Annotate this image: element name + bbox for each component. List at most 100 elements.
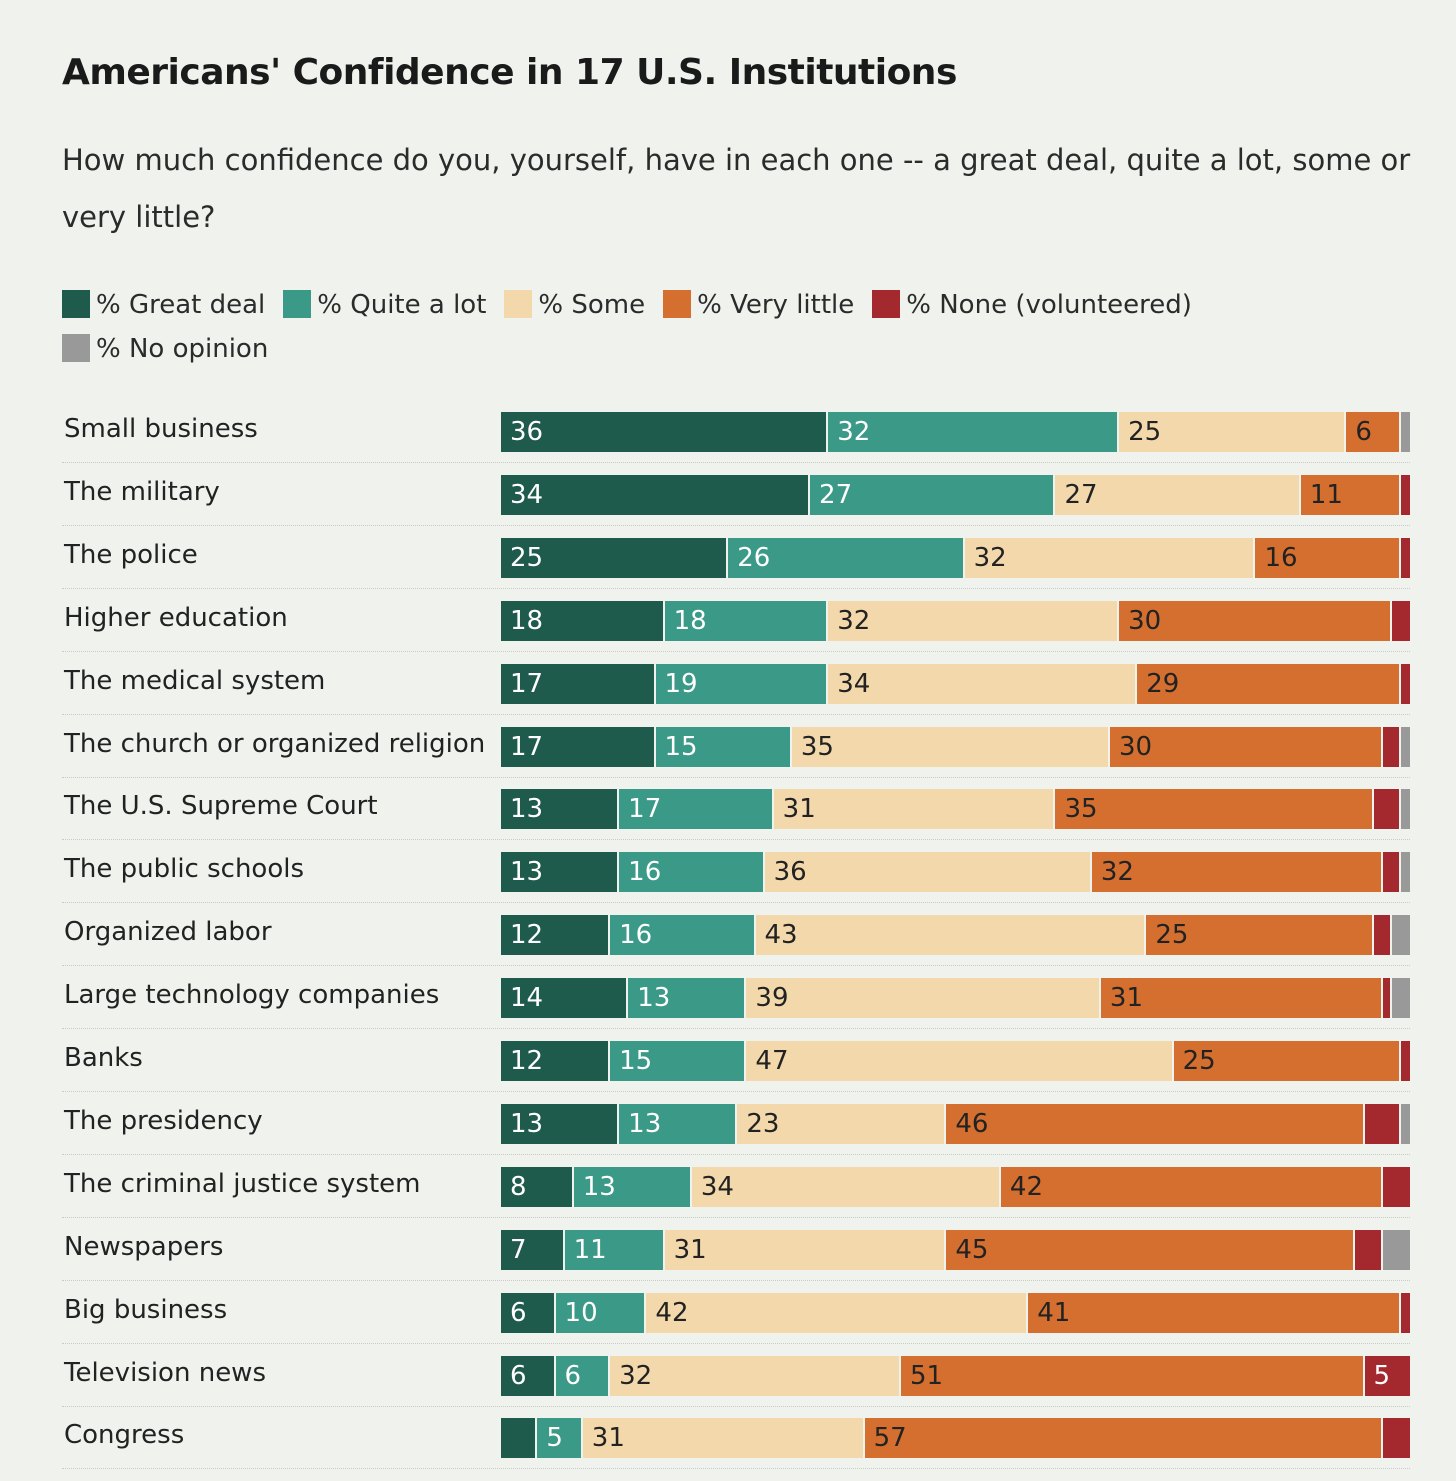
bar-segment: 25 — [501, 537, 729, 578]
value-label: 13 — [510, 794, 544, 825]
value-label: 18 — [510, 605, 544, 636]
category-label: Banks — [64, 1043, 143, 1073]
value-label: 5 — [546, 1423, 563, 1454]
bar-segment: 47 — [746, 1041, 1174, 1081]
bar-segment: 15 — [610, 1041, 747, 1081]
category-label: Organized labor — [64, 917, 272, 948]
value-label: 32 — [837, 605, 871, 636]
value-label: 32 — [837, 417, 871, 447]
bar-segment: 51 — [900, 1355, 1365, 1396]
bar-row: Small business 36 32 25 6 — [62, 400, 1410, 463]
stacked-bar: 7 11 31 45 — [501, 1229, 1410, 1270]
bar-segment — [1391, 978, 1410, 1019]
bar-segment: 46 — [946, 1103, 1365, 1144]
bar-segment — [501, 1418, 538, 1459]
legend-swatch — [62, 334, 90, 362]
bar-segment: 10 — [555, 1292, 647, 1333]
value-label: 34 — [837, 668, 871, 699]
value-label: 19 — [664, 668, 698, 699]
value-label: 25 — [1155, 920, 1189, 951]
value-label: 30 — [1119, 731, 1153, 762]
category-label: Newspapers — [64, 1231, 224, 1262]
bar-segment: 32 — [964, 537, 1256, 578]
stacked-bar: 17 19 34 29 — [501, 663, 1410, 704]
bar-segment — [1382, 726, 1401, 767]
bar-row: The presidency 13 13 23 46 — [62, 1092, 1410, 1155]
bar-segment: 32 — [828, 600, 1120, 641]
category-label: The military — [64, 476, 220, 507]
bar-segment — [1382, 852, 1401, 893]
bar-segment — [1400, 663, 1410, 704]
value-label: 31 — [782, 794, 816, 825]
legend-label: % Great deal — [96, 290, 266, 320]
bar-segment — [1391, 600, 1410, 641]
legend-label: % Quite a lot — [317, 290, 487, 320]
value-label: 27 — [1064, 479, 1098, 510]
value-label: 36 — [773, 857, 807, 888]
bar-segment: 35 — [1055, 789, 1374, 830]
bar-row: The church or organized religion 17 15 35 30 — [62, 715, 1410, 778]
category-label: Television news — [64, 1357, 266, 1388]
bar-segment: 17 — [501, 663, 656, 704]
bar-row: Large technology companies 14 13 39 31 — [62, 966, 1410, 1030]
bar-segment: 32 — [610, 1355, 901, 1396]
value-label: 17 — [510, 668, 544, 699]
bar-segment — [1400, 474, 1410, 515]
value-label: 31 — [591, 1423, 625, 1454]
value-label: 16 — [1264, 542, 1298, 573]
value-label: 42 — [655, 1297, 689, 1328]
bar-segment: 25 — [1119, 412, 1347, 452]
legend-swatch — [504, 290, 533, 318]
bar-segment: 41 — [1028, 1292, 1401, 1333]
bar-row: Higher education 18 18 32 30 — [62, 589, 1410, 652]
value-label: 23 — [746, 1108, 780, 1139]
bar-row: The criminal justice system 8 13 34 42 — [62, 1155, 1410, 1218]
stacked-bar: 25 26 32 16 — [501, 537, 1410, 578]
value-label: 15 — [664, 731, 698, 762]
value-label: 29 — [1146, 668, 1180, 699]
value-label: 13 — [510, 1108, 544, 1139]
bar-row: Organized labor 12 16 43 25 — [62, 903, 1410, 967]
bar-segment: 16 — [1255, 537, 1401, 578]
bar-segment: 35 — [791, 726, 1110, 767]
bar-segment: 29 — [1137, 663, 1401, 704]
bar-segment: 31 — [582, 1418, 865, 1459]
value-label: 47 — [755, 1046, 789, 1076]
bar-segment: 7 — [501, 1229, 565, 1270]
stacked-bar: 13 17 31 35 — [501, 789, 1410, 830]
bar-row: The police 25 26 32 16 — [62, 526, 1410, 589]
bar-segment: 18 — [664, 600, 829, 641]
bar-segment: 16 — [610, 915, 756, 956]
value-label: 35 — [800, 731, 834, 762]
chart-subtitle: How much confidence do you, yourself, ha… — [62, 143, 1411, 234]
bar-segment — [1400, 1292, 1410, 1333]
bar-segment: 31 — [1100, 978, 1383, 1019]
bar-segment — [1400, 537, 1410, 578]
category-label: Congress — [64, 1420, 185, 1451]
stacked-bar: 12 16 43 25 — [501, 915, 1410, 956]
value-label: 10 — [564, 1297, 598, 1328]
stacked-bar: 6 6 32 51 5 — [501, 1355, 1410, 1396]
category-label: The criminal justice system — [64, 1168, 421, 1199]
bar-segment: 6 — [501, 1292, 556, 1333]
value-label: 41 — [1037, 1297, 1071, 1328]
bar-segment: 6 — [501, 1355, 556, 1396]
bar-segment: 13 — [619, 1103, 738, 1144]
bar-segment: 13 — [501, 852, 620, 893]
legend-item: % Some — [504, 283, 645, 327]
bar-segment: 32 — [1091, 852, 1383, 893]
bar-segment: 23 — [737, 1103, 947, 1144]
chart-title: Americans' Confidence in 17 U.S. Institu… — [62, 52, 957, 93]
bar-segment: 31 — [773, 789, 1056, 830]
legend-item: % Quite a lot — [283, 283, 486, 327]
stacked-bar: 36 32 25 6 — [501, 412, 1410, 452]
value-label: 25 — [1128, 417, 1162, 447]
bar-segment: 13 — [501, 789, 620, 830]
category-label: The public schools — [64, 854, 305, 885]
value-label: 51 — [909, 1360, 944, 1391]
value-label: 43 — [764, 920, 798, 951]
bar-segment: 43 — [755, 915, 1147, 956]
bar-segment — [1382, 1166, 1410, 1207]
category-label: Higher education — [64, 602, 288, 633]
category-label: Large technology companies — [64, 980, 440, 1011]
